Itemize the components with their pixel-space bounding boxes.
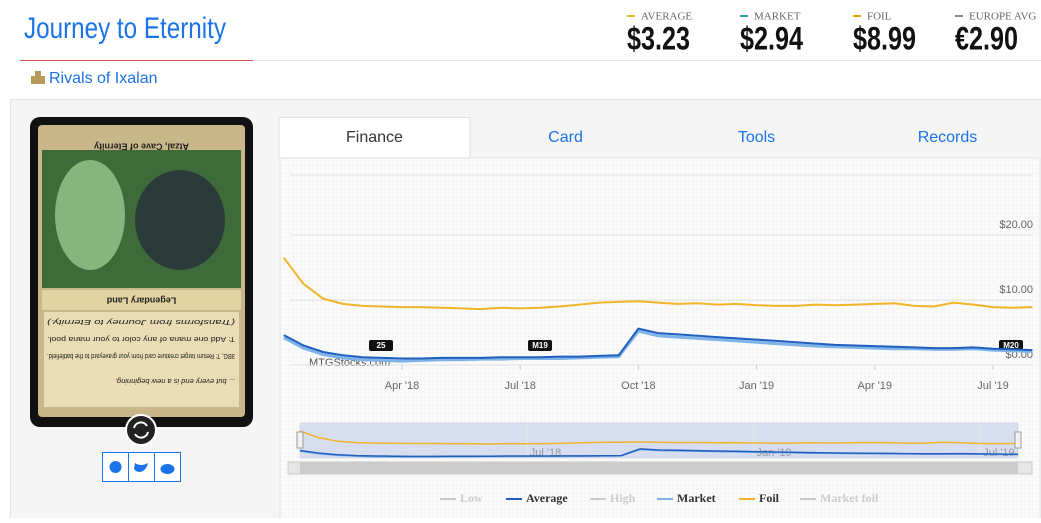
legend-entry[interactable]: Average xyxy=(526,491,568,505)
tab[interactable]: Card xyxy=(548,129,583,146)
price-value: $3.23 xyxy=(627,20,690,56)
card-flavor: ... but every end is a new beginning. xyxy=(115,377,235,386)
legend-entry[interactable]: Market foil xyxy=(820,491,879,505)
card-name: Atzal, Cave of Eternity xyxy=(94,142,189,152)
card-text: (Transforms from Journey to Eternity.) xyxy=(46,318,235,327)
x-tick-label: Jul '18 xyxy=(504,380,535,392)
facebook-button[interactable] xyxy=(110,461,122,473)
y-tick-label: $10.00 xyxy=(999,284,1033,296)
price-swatch xyxy=(740,15,748,17)
price-value: $2.94 xyxy=(740,20,803,56)
flip-button[interactable] xyxy=(126,415,156,445)
price-value: €2.90 xyxy=(955,20,1018,56)
card-text: T: Add one mana of any color to your man… xyxy=(47,335,235,344)
navigator-label: Jul '19 xyxy=(983,447,1014,459)
legend-entry[interactable]: Market xyxy=(677,491,716,505)
annotation: M19 xyxy=(532,341,548,350)
scrollbar-thumb[interactable] xyxy=(300,462,1018,474)
x-tick-label: Jan '19 xyxy=(739,380,774,392)
price-swatch xyxy=(627,15,635,17)
card-image: Atzal, Cave of Eternity Legendary Land (… xyxy=(30,117,253,427)
set-link[interactable]: Rivals of Ixalan xyxy=(49,70,158,87)
x-tick-label: Apr '19 xyxy=(858,380,893,392)
tab[interactable]: Tools xyxy=(738,129,775,146)
share-buttons xyxy=(103,452,181,482)
card-type: Legendary Land xyxy=(107,296,177,306)
tab[interactable]: Records xyxy=(918,129,978,146)
x-tick-label: Oct '18 xyxy=(621,380,656,392)
legend-entry[interactable]: Low xyxy=(460,491,483,505)
price-value: $8.99 xyxy=(853,20,916,56)
annotation: 25 xyxy=(377,341,386,350)
reddit-button[interactable] xyxy=(161,464,175,474)
tab[interactable]: Finance xyxy=(346,129,403,146)
legend-entry[interactable]: High xyxy=(610,491,636,505)
card-text: 3BG, T: Return target creature card from… xyxy=(47,352,235,361)
legend-entry[interactable]: Foil xyxy=(759,491,780,505)
y-tick-label: $20.00 xyxy=(999,219,1033,231)
navigator-window xyxy=(300,423,1018,458)
x-tick-label: Jul '19 xyxy=(977,380,1008,392)
navigator-handle[interactable] xyxy=(1015,432,1021,448)
x-tick-label: Apr '18 xyxy=(385,380,420,392)
set-icon xyxy=(31,71,45,84)
navigator-handle[interactable] xyxy=(297,432,303,448)
page-title: Journey to Eternity xyxy=(24,12,226,45)
price-swatch xyxy=(853,15,861,17)
price-swatch xyxy=(955,15,963,17)
